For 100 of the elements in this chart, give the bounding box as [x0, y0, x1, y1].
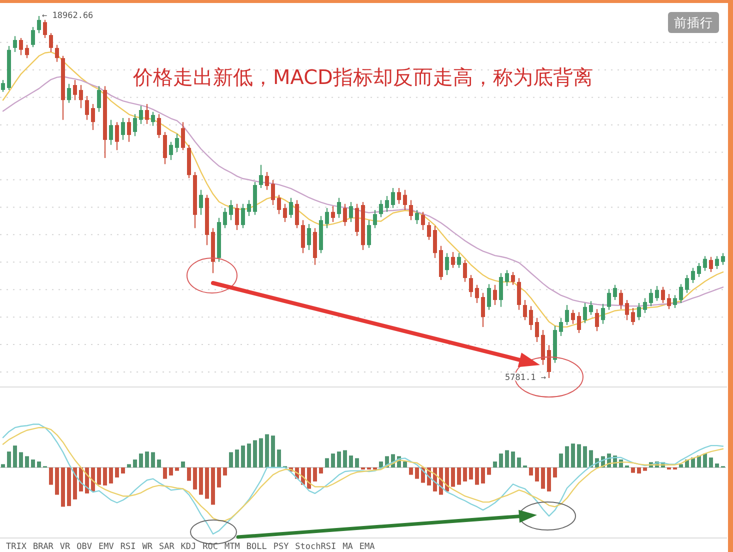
- bar: [145, 452, 149, 468]
- bar: [229, 452, 233, 468]
- bar: [181, 462, 185, 468]
- bar: [379, 462, 383, 468]
- bar: [97, 468, 101, 485]
- candlestick: [409, 200, 413, 221]
- bar: [325, 458, 329, 468]
- candlestick: [493, 284, 497, 306]
- candlestick: [169, 141, 173, 160]
- bar: [355, 458, 359, 468]
- candlestick: [691, 267, 695, 284]
- text: OBV: [76, 542, 92, 552]
- candlestick: [697, 262, 701, 278]
- bar: [241, 446, 245, 468]
- candlestick: [25, 44, 29, 59]
- candlestick: [385, 195, 389, 212]
- bar: [475, 468, 479, 485]
- bar: [457, 468, 461, 485]
- candlestick: [457, 252, 461, 268]
- text: BRAR: [32, 542, 54, 552]
- bar: [31, 460, 35, 468]
- candlestick: [37, 16, 41, 34]
- candlestick: [487, 284, 491, 310]
- candlestick: [445, 252, 449, 276]
- bar: [139, 454, 143, 468]
- bar: [169, 468, 173, 476]
- bar: [643, 468, 647, 471]
- bar: [49, 468, 53, 485]
- candlestick: [283, 203, 287, 223]
- candlestick: [157, 114, 161, 139]
- candlestick: [427, 222, 431, 240]
- candlestick: [601, 303, 605, 324]
- bar: [583, 446, 587, 468]
- bar: [559, 454, 563, 468]
- bar: [547, 468, 551, 492]
- candlestick: [49, 32, 53, 53]
- candlestick: [13, 36, 17, 53]
- candlestick: [55, 44, 59, 62]
- candlestick: [559, 317, 563, 337]
- bar: [157, 460, 161, 468]
- candlestick: [571, 309, 575, 324]
- bar: [193, 468, 197, 490]
- bar: [55, 468, 59, 495]
- candlestick: [85, 95, 89, 120]
- candlestick: [91, 103, 95, 131]
- candlestick: [355, 203, 359, 237]
- bar: [715, 464, 719, 468]
- bar: [67, 468, 71, 506]
- candlestick: [181, 122, 185, 151]
- bar: [469, 468, 473, 480]
- bar: [109, 468, 113, 484]
- bar: [307, 468, 311, 489]
- text: SAR: [158, 542, 176, 552]
- candlestick: [295, 200, 299, 229]
- candlestick: [637, 302, 641, 321]
- candlestick: [391, 187, 395, 209]
- bar: [7, 452, 11, 468]
- bar: [259, 438, 263, 468]
- bar: [481, 468, 485, 484]
- candlestick: [343, 203, 347, 226]
- bar: [703, 454, 707, 468]
- candlestick: [709, 256, 713, 273]
- bar: [463, 468, 467, 482]
- candlestick: [199, 189, 203, 216]
- candlestick: [115, 122, 119, 151]
- candlestick: [379, 200, 383, 218]
- bar: [571, 444, 575, 468]
- bar: [415, 468, 419, 479]
- candlestick: [469, 274, 473, 298]
- bar: [127, 464, 131, 468]
- candlestick: [643, 298, 647, 314]
- bar: [265, 434, 269, 468]
- bar: [205, 468, 209, 499]
- candlestick: [367, 220, 371, 248]
- bar: [529, 468, 533, 476]
- candlestick: [511, 272, 515, 286]
- candlestick: [721, 252, 725, 266]
- bar: [349, 456, 353, 468]
- candlestick: [667, 293, 671, 310]
- bar: [409, 468, 413, 475]
- bar: [565, 446, 569, 468]
- candlestick: [679, 284, 683, 304]
- candlestick: [79, 84, 83, 109]
- candlestick: [607, 288, 611, 310]
- bar: [517, 458, 521, 468]
- candlestick: [67, 83, 71, 104]
- text: KDJ: [180, 542, 196, 552]
- candlestick: [631, 308, 635, 326]
- bar: [631, 468, 635, 473]
- candlestick: [337, 197, 341, 218]
- candlestick: [247, 200, 251, 216]
- bar: [553, 468, 557, 478]
- candlestick: [31, 26, 35, 48]
- candlestick: [583, 302, 587, 324]
- candlestick: [271, 180, 275, 206]
- candlestick: [349, 201, 353, 223]
- text: BOLL: [246, 542, 267, 552]
- bar: [235, 450, 239, 468]
- candlestick: [73, 80, 77, 101]
- bar: [319, 468, 323, 474]
